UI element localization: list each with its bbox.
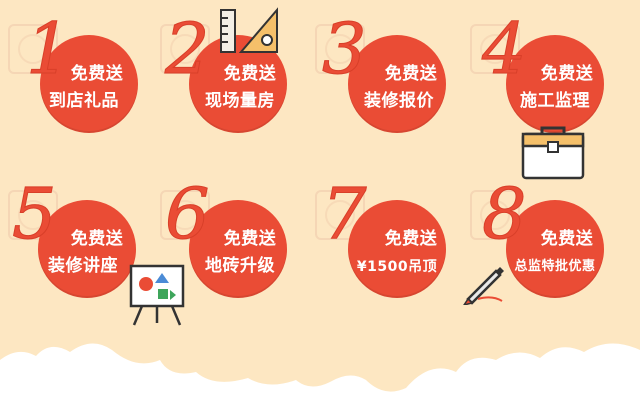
offer-title: 免费送 <box>384 64 438 84</box>
offer-number: 3 <box>322 8 368 90</box>
offer-circle <box>38 200 136 298</box>
offer-subtitle: 到店礼品 <box>49 91 119 111</box>
offer-circle <box>348 35 446 133</box>
toolbox-icon <box>521 126 585 180</box>
offer-circle <box>348 200 446 298</box>
offer-circle <box>506 200 604 298</box>
offer-item-3: 3 免费送 装修报价 <box>312 0 452 140</box>
offer-item-8: 8 免费送 总监特批优惠 <box>463 165 610 305</box>
offer-title: 免费送 <box>223 64 277 84</box>
offer-title: 免费送 <box>70 64 124 84</box>
offer-number: 8 <box>482 173 528 255</box>
offer-subtitle: 装修报价 <box>364 91 434 111</box>
offer-title: 免费送 <box>70 229 124 249</box>
ruler-triangle-icon <box>220 7 278 53</box>
whiteboard-icon <box>129 264 185 326</box>
offer-number: 4 <box>482 8 528 90</box>
offer-circle <box>189 200 287 298</box>
offer-number: 7 <box>322 173 368 255</box>
offer-subtitle: 总监特批优惠 <box>514 259 596 274</box>
offer-subtitle: 地砖升级 <box>205 256 275 276</box>
offer-title: 免费送 <box>223 229 277 249</box>
offer-number: 6 <box>165 173 211 255</box>
offer-title: 免费送 <box>540 64 594 84</box>
offer-item-7: 7 免费送 ¥1500吊顶 <box>312 165 452 305</box>
offer-number: 5 <box>12 173 58 255</box>
offer-subtitle: 装修讲座 <box>48 256 118 276</box>
offer-circle <box>40 35 138 133</box>
offer-number: 1 <box>26 8 72 90</box>
offer-title: 免费送 <box>540 229 594 249</box>
offer-item-6: 6 免费送 地砖升级 <box>155 165 295 305</box>
offer-subtitle: 现场量房 <box>205 91 275 111</box>
offer-item-2: 2 免费送 现场量房 <box>155 0 295 140</box>
pen-icon <box>463 267 504 305</box>
offer-number: 2 <box>165 8 211 90</box>
offer-item-5: 5 免费送 装修讲座 <box>0 165 185 326</box>
offer-item-1: 1 免费送 到店礼品 <box>0 0 140 140</box>
offer-item-4: 4 免费送 施工监理 <box>470 0 610 180</box>
offer-subtitle: 施工监理 <box>520 91 590 111</box>
offer-subtitle: ¥1500吊顶 <box>356 259 438 275</box>
offer-title: 免费送 <box>384 229 438 249</box>
offer-circle <box>506 35 604 133</box>
